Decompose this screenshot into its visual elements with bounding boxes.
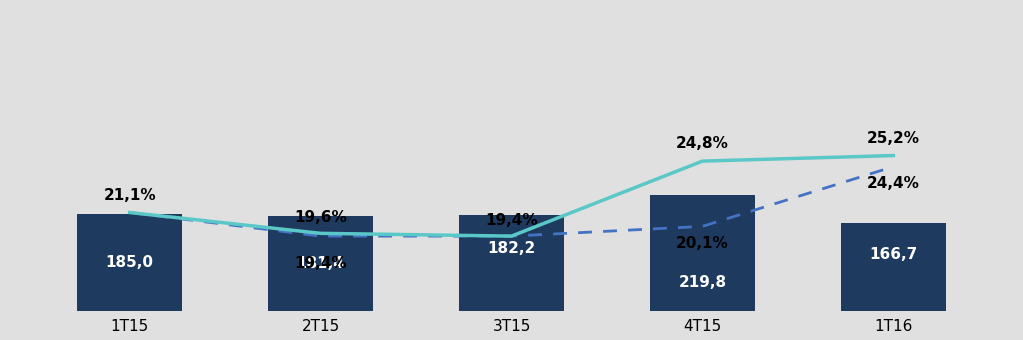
Bar [268, 216, 373, 311]
Text: 21,1%: 21,1% [103, 188, 155, 203]
Text: 181,4: 181,4 [297, 256, 345, 271]
Text: 19,4%: 19,4% [485, 213, 538, 228]
Bar [841, 223, 946, 311]
Text: 19,6%: 19,6% [295, 210, 347, 225]
Text: 24,4%: 24,4% [866, 176, 920, 191]
Bar [650, 195, 755, 311]
Text: 25,2%: 25,2% [866, 131, 920, 146]
Text: 24,8%: 24,8% [676, 136, 728, 151]
Bar [459, 215, 564, 311]
Text: 219,8: 219,8 [678, 275, 726, 290]
Text: 166,7: 166,7 [870, 246, 918, 261]
Text: 20,1%: 20,1% [676, 236, 728, 251]
Text: 185,0: 185,0 [105, 255, 153, 270]
Text: 182,2: 182,2 [487, 241, 536, 256]
Bar [77, 214, 182, 311]
Text: 19,4%: 19,4% [295, 256, 347, 271]
